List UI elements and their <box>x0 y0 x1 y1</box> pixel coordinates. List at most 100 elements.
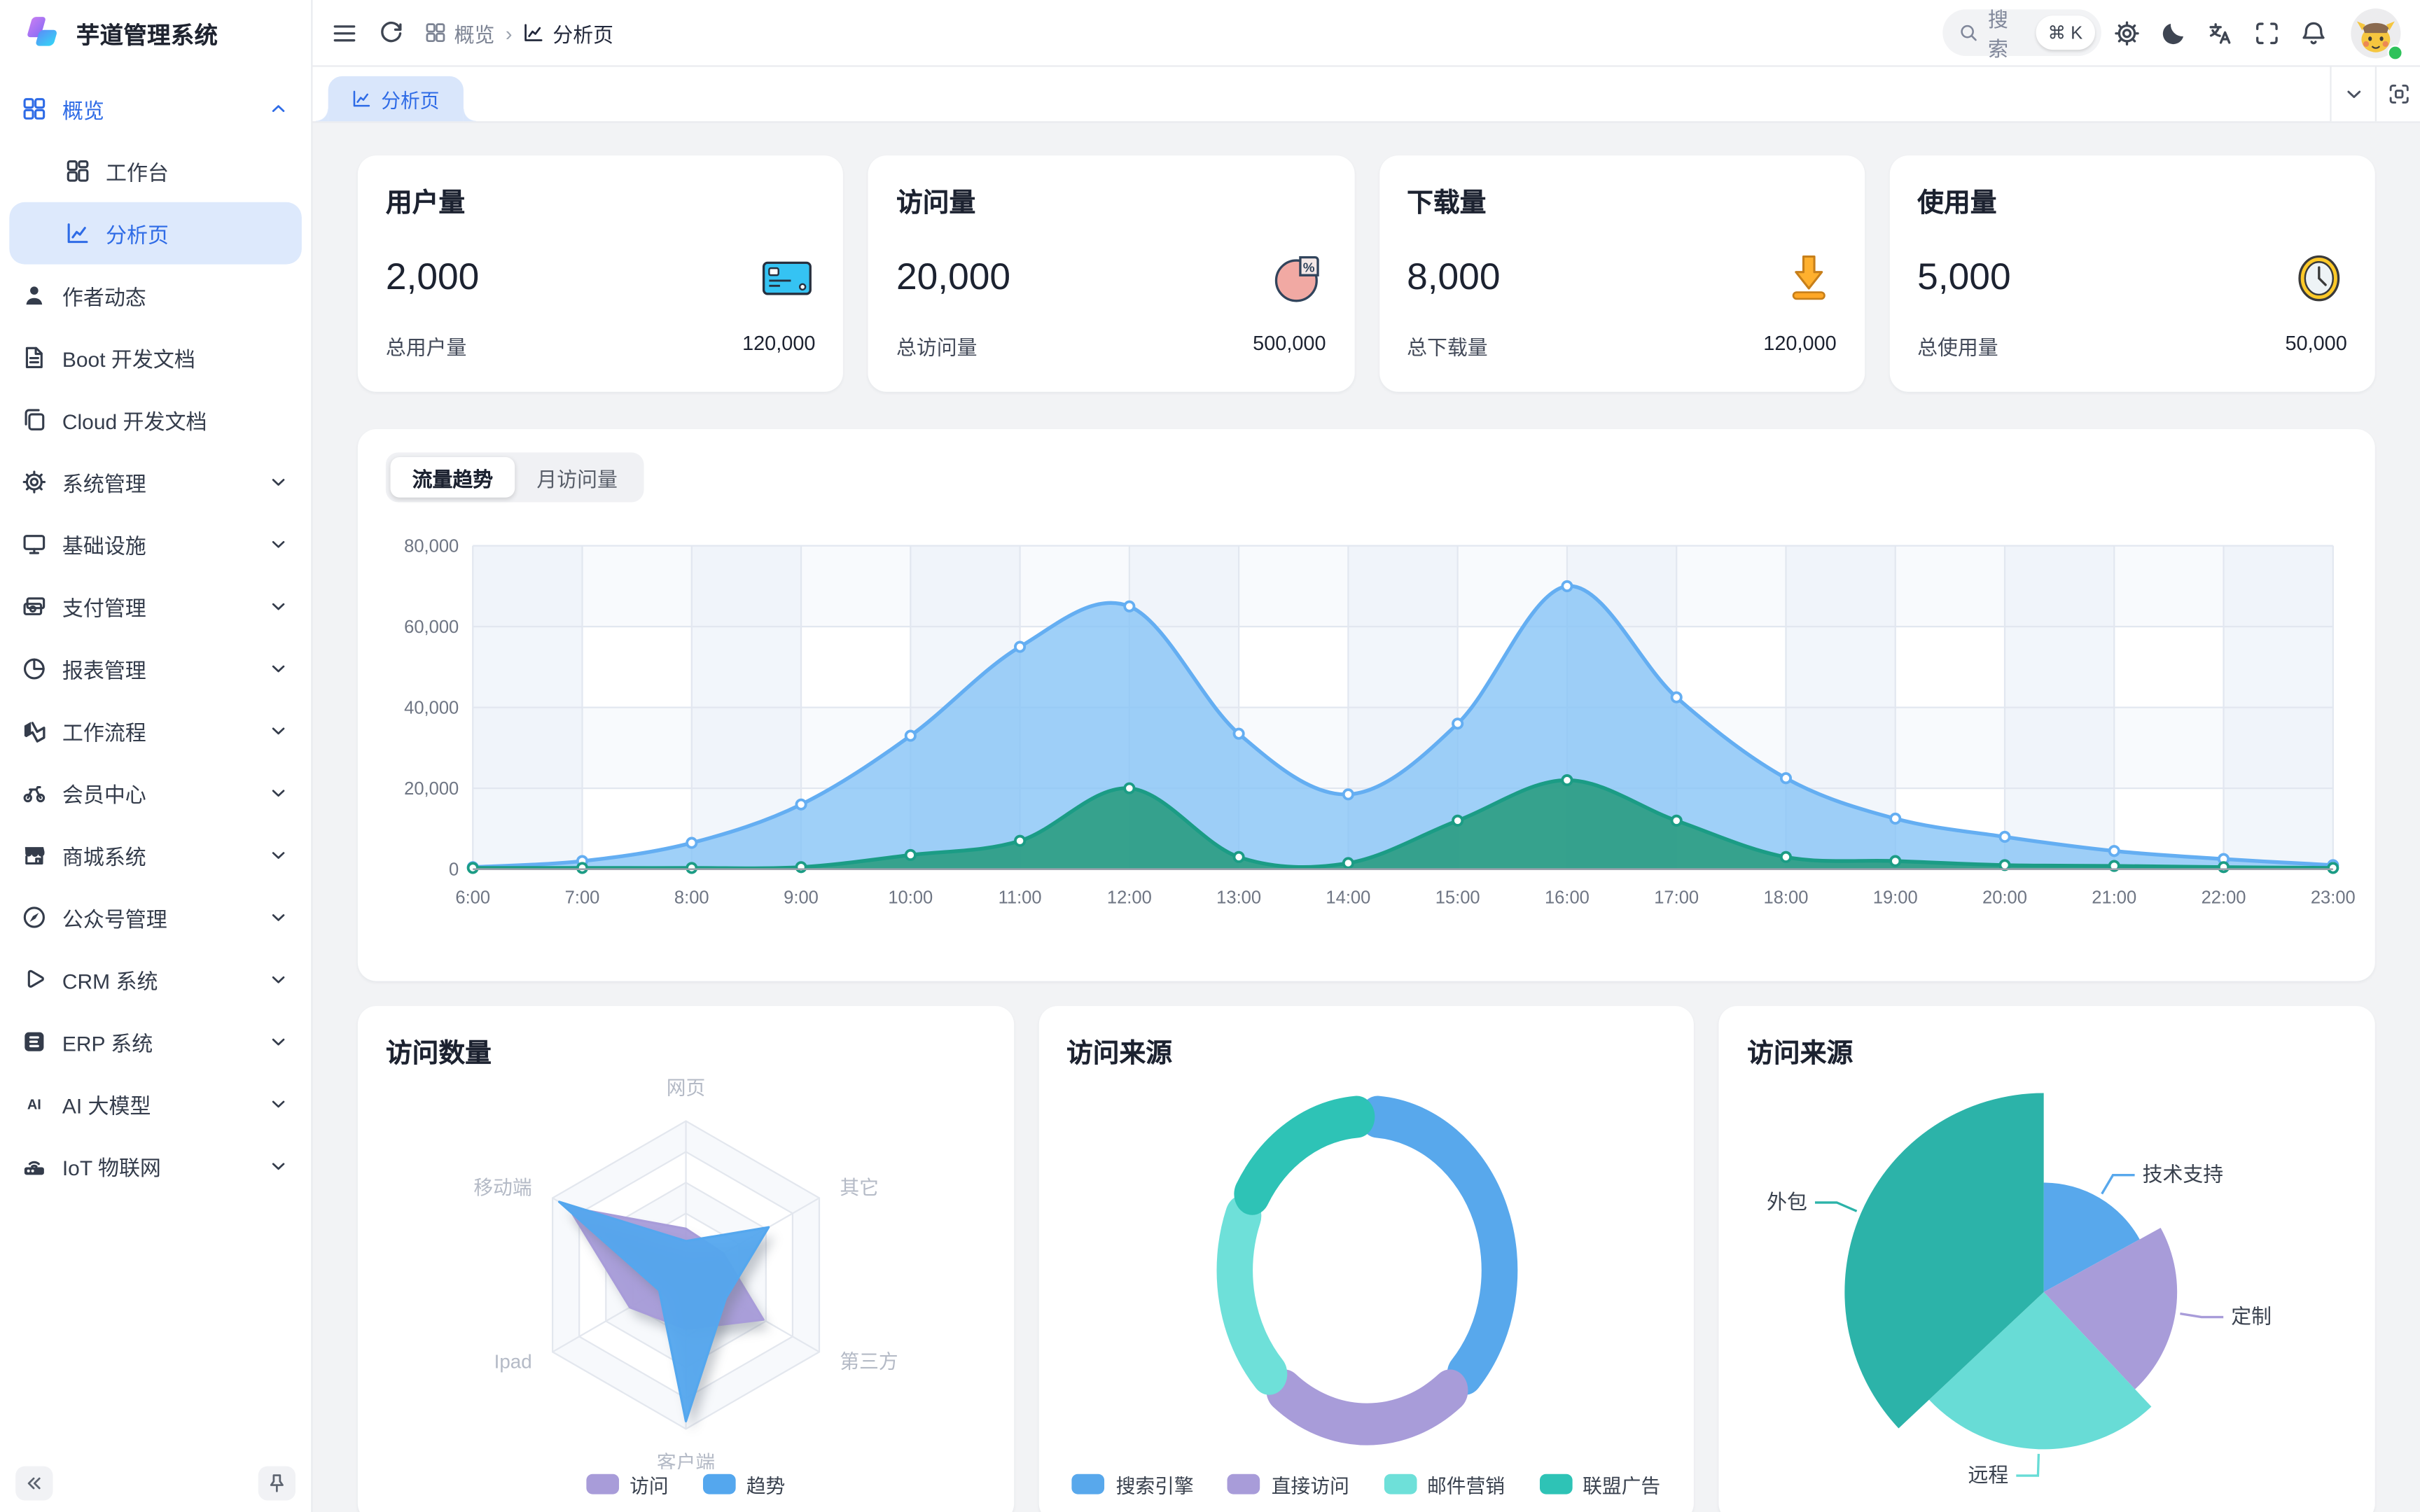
maximize-content-button[interactable] <box>2374 66 2420 122</box>
svg-text:11:00: 11:00 <box>999 888 1042 908</box>
svg-text:9:00: 9:00 <box>784 888 819 908</box>
legend-item[interactable]: 访问 <box>585 1469 669 1497</box>
breadcrumb-label: 分析页 <box>552 22 613 46</box>
notifications-button[interactable] <box>2291 11 2335 55</box>
main-area: 概览 › 分析页 搜索 ⌘ K <box>312 0 2420 1512</box>
sidebar-item-ai[interactable]: AI AI 大模型 <box>9 1073 302 1135</box>
search-placeholder: 搜索 <box>1988 8 2008 61</box>
svg-text:80,000: 80,000 <box>404 537 459 556</box>
refresh-button[interactable] <box>368 11 412 55</box>
sidebar-item-monitor[interactable]: 基础设施 <box>9 513 302 575</box>
crm-icon <box>22 967 47 993</box>
sidebar-item-doc[interactable]: Boot 开发文档 <box>9 326 302 388</box>
tab-monthly-visits[interactable]: 月访问量 <box>536 467 618 491</box>
search-input[interactable]: 搜索 ⌘ K <box>1942 8 2101 61</box>
radar-chart: 网页 其它 第三方 客户端 Ipad 移动端 <box>386 1070 986 1469</box>
app-title: 芋道管理系统 <box>76 23 218 50</box>
sidebar-item-user[interactable]: 作者动态 <box>9 265 302 327</box>
flow-icon <box>22 718 47 743</box>
sidebar-item-crm[interactable]: CRM 系统 <box>9 948 302 1011</box>
menu-toggle-button[interactable] <box>322 11 366 55</box>
legend-swatch <box>585 1473 619 1494</box>
sidebar-item-iot[interactable]: IoT 物联网 <box>9 1135 302 1197</box>
legend-item[interactable]: 直接访问 <box>1228 1469 1349 1497</box>
sidebar-item-label: Boot 开发文档 <box>62 348 195 372</box>
sidebar-item-label: 基础设施 <box>62 535 146 559</box>
logo-icon <box>20 13 64 57</box>
stat-card: 用户量 2,000 总用户量 120,000 <box>357 155 844 392</box>
breadcrumb-separator: › <box>505 20 513 45</box>
sidebar-item-label: CRM 系统 <box>62 970 158 994</box>
dark-mode-button[interactable] <box>2151 11 2195 55</box>
sidebar-item-compass[interactable]: 公众号管理 <box>9 886 302 948</box>
area-chart: 0 20,000 40,000 60,000 80,000 6:00 7:00 8:00 9:0… <box>386 521 2356 916</box>
svg-text:19:00: 19:00 <box>1873 888 1918 908</box>
pin-sidebar-button[interactable] <box>258 1466 296 1501</box>
online-status-dot <box>2387 44 2403 60</box>
svg-text:17:00: 17:00 <box>1654 888 1699 908</box>
legend-item[interactable]: 搜索引擎 <box>1072 1469 1194 1497</box>
sidebar-item-wallet[interactable]: 支付管理 <box>9 575 302 638</box>
chevron-down-icon <box>267 1093 289 1115</box>
hamburger-icon <box>331 20 357 46</box>
doc-icon <box>22 345 47 370</box>
avatar[interactable] <box>2350 7 2403 60</box>
gear-icon <box>2113 20 2140 46</box>
compass-icon <box>22 905 47 930</box>
tab-list-dropdown-button[interactable] <box>2330 66 2374 122</box>
fullscreen-icon <box>2253 20 2279 46</box>
bank-card-icon <box>760 251 816 307</box>
svg-text:60,000: 60,000 <box>404 617 459 637</box>
visit-count-card: 访问数量 网页 其它 第三方 客户端 Ipad 移动端 访问 趋势 <box>357 1006 1014 1512</box>
language-button[interactable] <box>2198 11 2241 55</box>
fullscreen-button[interactable] <box>2244 11 2288 55</box>
svg-text:20:00: 20:00 <box>1982 888 2027 908</box>
legend-item[interactable]: 趋势 <box>702 1469 785 1497</box>
sidebar-item-analysis[interactable]: 分析页 <box>9 202 302 265</box>
legend-swatch <box>1072 1473 1106 1494</box>
svg-text:13:00: 13:00 <box>1216 888 1261 908</box>
sidebar-item-gear[interactable]: 系统管理 <box>9 451 302 513</box>
settings-button[interactable] <box>2104 11 2148 55</box>
stat-total-value: 500,000 <box>1253 331 1326 355</box>
breadcrumb-label: 概览 <box>454 22 495 46</box>
sidebar-item-shop[interactable]: 商城系统 <box>9 824 302 886</box>
legend-label: 邮件营销 <box>1426 1474 1505 1497</box>
svg-text:网页: 网页 <box>667 1077 707 1098</box>
chevron-down-icon <box>2342 83 2365 106</box>
svg-text:12:00: 12:00 <box>1107 888 1152 908</box>
sidebar-item-workbench[interactable]: 工作台 <box>9 140 302 202</box>
legend-item[interactable]: 邮件营销 <box>1383 1469 1505 1497</box>
chart-icon <box>352 89 372 109</box>
svg-text:技术支持: 技术支持 <box>2142 1163 2223 1185</box>
sidebar-item-grid[interactable]: 概览 <box>9 78 302 140</box>
tab-traffic-trend[interactable]: 流量趋势 <box>390 457 515 498</box>
svg-text:Ipad: Ipad <box>494 1350 532 1372</box>
wallet-icon <box>22 594 47 619</box>
breadcrumb-item-analysis[interactable]: 分析页 <box>523 18 613 48</box>
donut-chart <box>1066 1070 1667 1469</box>
breadcrumb-item-overview[interactable]: 概览 <box>424 18 494 48</box>
sidebar-item-pie[interactable]: 报表管理 <box>9 638 302 700</box>
sidebar-item-docs[interactable]: Cloud 开发文档 <box>9 388 302 451</box>
legend-swatch <box>1383 1473 1417 1494</box>
sidebar-item-bike[interactable]: 会员中心 <box>9 762 302 824</box>
sidebar-item-erp[interactable]: ERP 系统 <box>9 1011 302 1073</box>
chevron-down-icon <box>267 844 289 866</box>
docs-icon <box>22 407 47 433</box>
translate-icon <box>2206 20 2233 46</box>
logo-row[interactable]: 芋道管理系统 <box>0 0 311 70</box>
tab-analysis[interactable]: 分析页 <box>316 76 475 122</box>
sidebar-item-flow[interactable]: 工作流程 <box>9 700 302 762</box>
legend-item[interactable]: 联盟广告 <box>1538 1469 1660 1497</box>
radar-legend: 访问 趋势 <box>386 1469 986 1497</box>
stat-total-label: 总访问量 <box>896 335 978 360</box>
chevron-down-icon <box>267 1031 289 1053</box>
svg-text:远程: 远程 <box>1968 1464 2008 1486</box>
collapse-sidebar-button[interactable] <box>15 1466 53 1501</box>
maximize-icon <box>2386 83 2409 106</box>
sidebar-item-label: ERP 系统 <box>62 1032 153 1056</box>
chevron-down-icon <box>267 782 289 804</box>
monitor-icon <box>22 532 47 557</box>
